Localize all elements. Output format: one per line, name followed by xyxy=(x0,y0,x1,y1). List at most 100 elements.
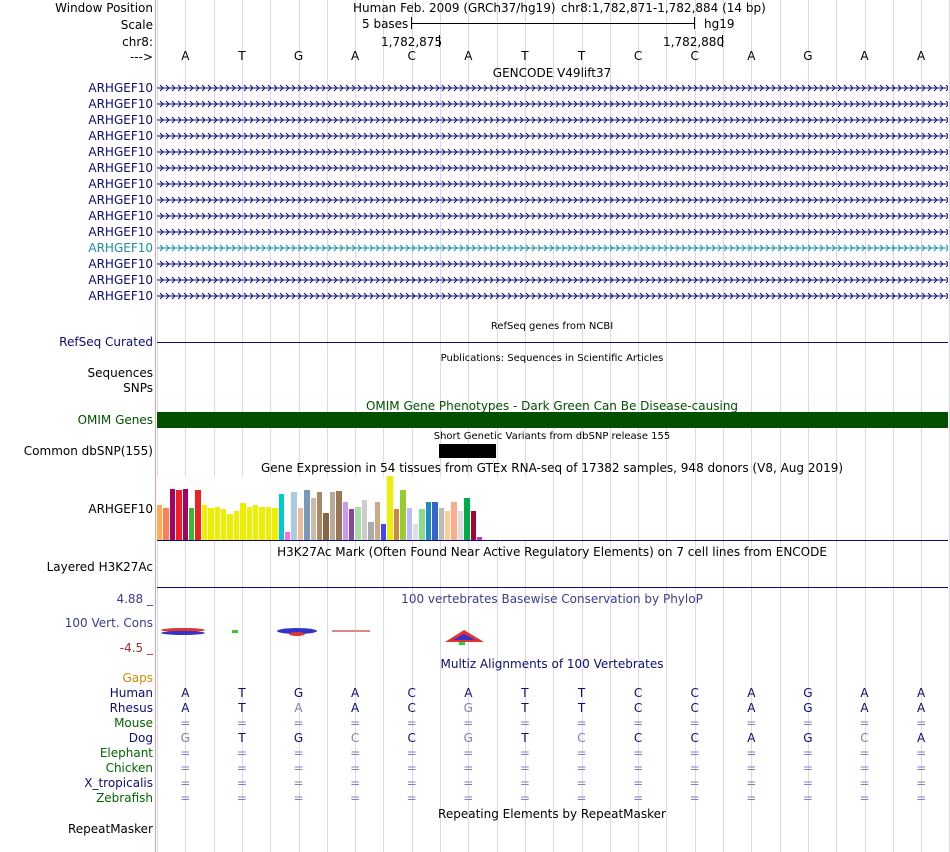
gtex-tissue-bar[interactable] xyxy=(464,498,470,540)
gene-feature[interactable] xyxy=(157,145,948,159)
omim-phenotype-bar[interactable] xyxy=(157,412,948,428)
gtex-tissue-bar[interactable] xyxy=(432,502,438,540)
gtex-tissue-bar[interactable] xyxy=(240,503,246,540)
gene-label[interactable]: ARHGEF10 xyxy=(88,193,153,207)
species-label[interactable]: Dog xyxy=(128,731,153,745)
gene-label[interactable]: ARHGEF10 xyxy=(88,145,153,159)
gtex-tissue-bar[interactable] xyxy=(304,490,310,540)
gene-feature[interactable] xyxy=(157,161,948,175)
gtex-tissue-bar[interactable] xyxy=(361,500,368,540)
gtex-tissue-bar[interactable] xyxy=(457,511,464,540)
gtex-tissue-bar[interactable] xyxy=(425,502,432,540)
gtex-tissue-bar[interactable] xyxy=(368,522,374,540)
gene-feature[interactable] xyxy=(157,113,948,127)
gtex-tissue-bar[interactable] xyxy=(246,507,252,540)
refseq-label[interactable]: RefSeq Curated xyxy=(59,335,153,349)
gene-label[interactable]: ARHGEF10 xyxy=(88,177,153,191)
species-label[interactable]: Human xyxy=(109,686,153,700)
repeatmasker-label[interactable]: RepeatMasker xyxy=(67,822,153,836)
gene-label[interactable]: ARHGEF10 xyxy=(88,241,153,255)
gtex-tissue-bar[interactable] xyxy=(221,509,227,540)
gtex-tissue-bar[interactable] xyxy=(445,511,451,540)
gene-feature[interactable] xyxy=(157,273,948,287)
gene-label[interactable]: ARHGEF10 xyxy=(88,273,153,287)
phylop-logo[interactable] xyxy=(157,622,557,648)
gtex-tissue-bar[interactable] xyxy=(349,509,355,540)
species-label[interactable]: Elephant xyxy=(99,746,153,760)
gtex-tissue-bar[interactable] xyxy=(297,508,304,540)
gene-feature[interactable] xyxy=(157,225,948,239)
species-label[interactable]: Zebrafish xyxy=(96,791,153,805)
gene-feature[interactable] xyxy=(157,257,948,271)
h3k27ac-label[interactable]: Layered H3K27Ac xyxy=(46,560,153,574)
refseq-feature-line[interactable] xyxy=(157,342,948,343)
gtex-tissue-bar[interactable] xyxy=(272,508,278,540)
gtex-tissue-bar[interactable] xyxy=(163,508,169,540)
publications-snps-label[interactable]: SNPs xyxy=(123,381,153,395)
gtex-tissue-bar[interactable] xyxy=(438,508,444,540)
gtex-tissue-bar[interactable] xyxy=(323,513,329,540)
phylop-label[interactable]: 100 Vert. Cons xyxy=(64,616,153,630)
gene-label[interactable]: ARHGEF10 xyxy=(88,97,153,111)
gene-label[interactable]: ARHGEF10 xyxy=(88,161,153,175)
gtex-tissue-bar[interactable] xyxy=(387,476,393,540)
gtex-tissue-bar[interactable] xyxy=(310,498,316,540)
gene-feature[interactable] xyxy=(157,177,948,191)
gene-label[interactable]: ARHGEF10 xyxy=(88,129,153,143)
gtex-tissue-bar[interactable] xyxy=(400,490,406,540)
gtex-tissue-bar[interactable] xyxy=(329,492,336,540)
publications-sequences-label[interactable]: Sequences xyxy=(87,366,153,380)
gtex-tissue-bar[interactable] xyxy=(374,502,380,540)
gtex-tissue-bar[interactable] xyxy=(406,508,412,540)
gtex-tissue-bar[interactable] xyxy=(208,508,214,540)
species-label[interactable]: Chicken xyxy=(105,761,153,775)
species-label[interactable]: X_tropicalis xyxy=(84,776,153,790)
gene-label[interactable]: ARHGEF10 xyxy=(88,113,153,127)
gtex-tissue-bar[interactable] xyxy=(477,537,483,540)
gtex-tissue-bar[interactable] xyxy=(291,492,297,540)
gtex-tissue-bar[interactable] xyxy=(195,490,201,540)
gtex-tissue-bar[interactable] xyxy=(451,502,457,540)
gtex-tissue-bar[interactable] xyxy=(259,507,265,540)
gtex-tissue-bar[interactable] xyxy=(157,505,163,540)
gtex-tissue-bar[interactable] xyxy=(265,507,272,540)
gtex-tissue-bar[interactable] xyxy=(253,505,259,540)
gtex-tissue-bar[interactable] xyxy=(470,511,476,540)
gene-feature[interactable] xyxy=(157,209,948,223)
gtex-tissue-bar[interactable] xyxy=(278,494,284,540)
gtex-tissue-bar[interactable] xyxy=(176,490,182,540)
gtex-tissue-bar[interactable] xyxy=(233,511,240,540)
gene-feature[interactable] xyxy=(157,289,948,303)
gene-feature[interactable] xyxy=(157,241,948,255)
gtex-tissue-bar[interactable] xyxy=(419,509,425,540)
gtex-tissue-bar[interactable] xyxy=(285,532,291,540)
gtex-tissue-bar[interactable] xyxy=(227,514,233,540)
gene-feature[interactable] xyxy=(157,97,948,111)
gtex-tissue-bar[interactable] xyxy=(336,491,342,540)
gtex-tissue-bar[interactable] xyxy=(317,492,323,540)
gene-feature[interactable] xyxy=(157,129,948,143)
gene-feature[interactable] xyxy=(157,193,948,207)
species-label[interactable]: Mouse xyxy=(114,716,153,730)
gene-label[interactable]: ARHGEF10 xyxy=(88,289,153,303)
gtex-tissue-bar[interactable] xyxy=(342,502,348,540)
gtex-tissue-bar[interactable] xyxy=(381,524,387,540)
gaps-label[interactable]: Gaps xyxy=(122,671,153,685)
gtex-tissue-bar[interactable] xyxy=(413,524,419,540)
dbsnp-variant[interactable] xyxy=(439,444,496,458)
omim-label[interactable]: OMIM Genes xyxy=(77,413,153,427)
dbsnp-label[interactable]: Common dbSNP(155) xyxy=(23,444,153,458)
gtex-tissue-bar[interactable] xyxy=(393,509,400,540)
gtex-tissue-bar[interactable] xyxy=(189,508,195,540)
species-label[interactable]: Rhesus xyxy=(109,701,153,715)
gtex-tissue-bar[interactable] xyxy=(214,507,220,540)
gene-label[interactable]: ARHGEF10 xyxy=(88,225,153,239)
gene-feature[interactable] xyxy=(157,81,948,95)
gene-label[interactable]: ARHGEF10 xyxy=(88,81,153,95)
gene-label[interactable]: ARHGEF10 xyxy=(88,209,153,223)
gtex-tissue-bar[interactable] xyxy=(355,507,361,540)
scale-label[interactable]: Scale xyxy=(120,18,153,32)
gtex-tissue-bar[interactable] xyxy=(201,505,208,540)
gtex-tissue-bar[interactable] xyxy=(169,489,176,540)
